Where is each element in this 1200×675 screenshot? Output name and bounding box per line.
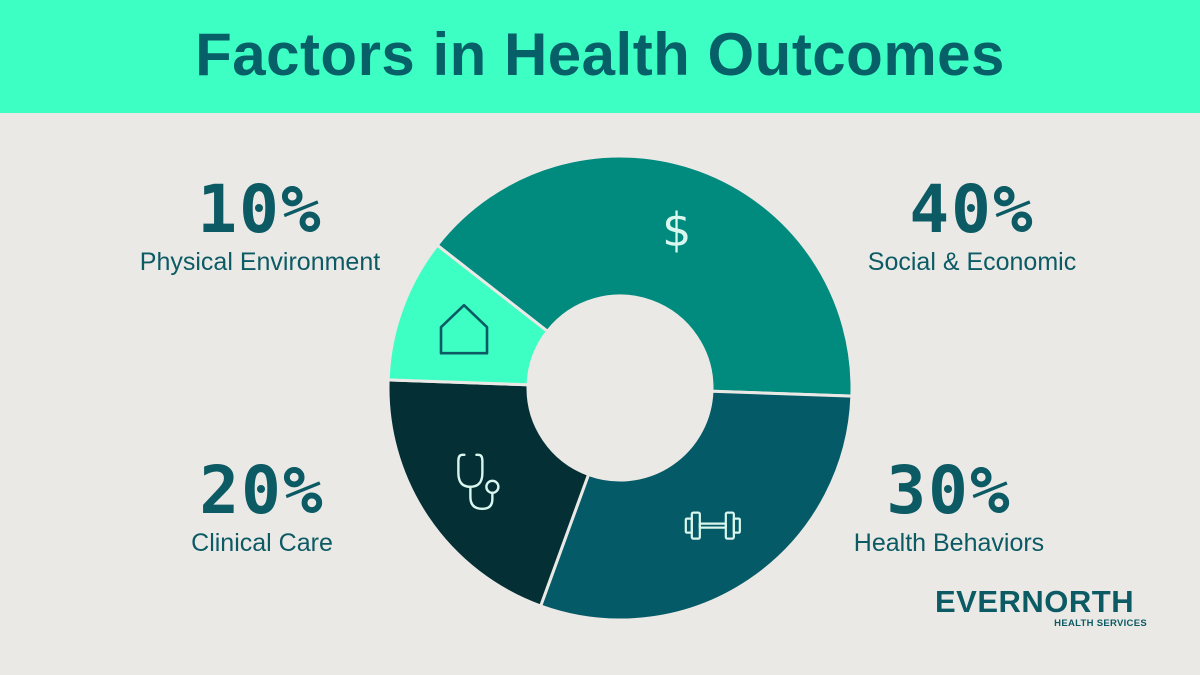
house-icon [439,303,489,355]
stat-physical-environment: 10% Physical Environment [110,177,410,277]
evernorth-logo: EVERNORTH HEALTH SERVICES [935,584,1165,630]
category-label-clinical-care: Clinical Care [191,529,333,557]
slice-social-economic [435,154,854,398]
donut-chart: $ [386,154,854,622]
dumbbell-icon [684,511,741,540]
data-label-social-economic: 40% [909,171,1035,248]
chart-title: Factors in Health Outcomes [195,21,1005,88]
category-label-health-behaviors: Health Behaviors [853,529,1045,557]
slice-clinical-care [386,378,591,608]
stat-social-economic: 40% Social & Economic [822,177,1122,277]
stethoscope-icon [457,453,500,511]
logo-subtitle: HEALTH SERVICES [1054,618,1147,629]
logo-brand: EVERNORTH [935,584,1135,619]
data-label-physical-environment: 10% [197,171,323,248]
category-label-physical-environment: Physical Environment [139,248,381,276]
slice-physical-environment [386,243,550,387]
dollar-icon: $ [662,203,691,257]
stat-health-behaviors: 30% Health Behaviors [799,458,1099,558]
slice-health-behaviors [538,389,854,622]
category-label-social-economic: Social & Economic [867,248,1077,276]
stat-clinical-care: 20% Clinical Care [112,458,412,558]
svg-text:$: $ [662,203,691,257]
title-banner: Factors in Health Outcomes [0,0,1200,113]
data-label-health-behaviors: 30% [886,452,1012,529]
data-label-clinical-care: 20% [199,452,325,529]
